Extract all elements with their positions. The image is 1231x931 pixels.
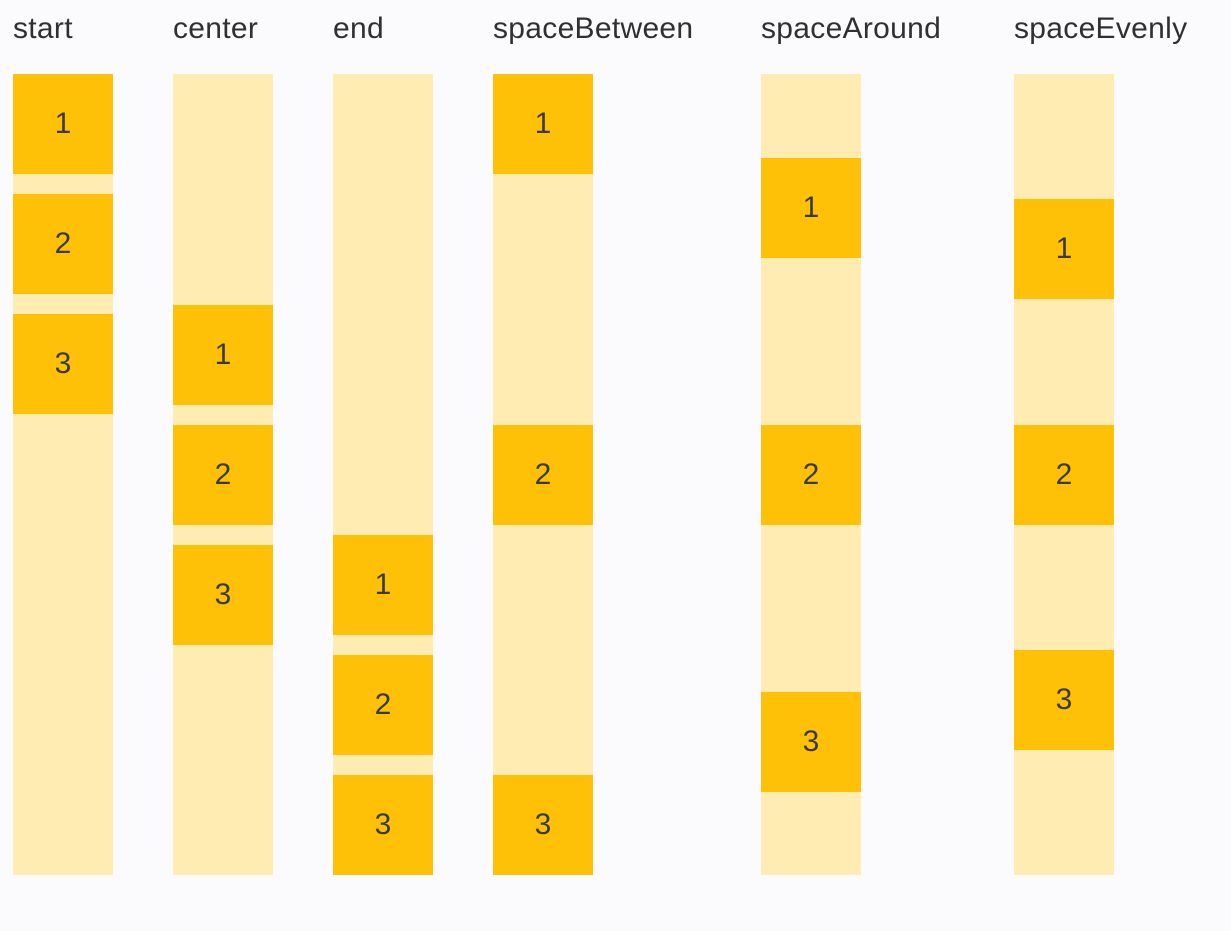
- alignment-demo-space-evenly: spaceEvenly 1 2 3: [1014, 10, 1194, 875]
- flex-box-3: 3: [173, 544, 273, 645]
- flex-box-2: 2: [13, 194, 113, 294]
- alignment-label-start: start: [13, 12, 73, 45]
- alignment-demo-center: center 1 2 3: [173, 10, 273, 875]
- flex-box-1: 1: [173, 304, 273, 405]
- flex-box-2: 2: [1014, 424, 1114, 525]
- flex-box-1: 1: [761, 157, 861, 258]
- flex-track-start: 1 2 3: [13, 74, 113, 875]
- alignment-label-center: center: [173, 12, 259, 45]
- flex-track-space-around: 1 2 3: [761, 74, 861, 875]
- flex-box-2: 2: [333, 655, 433, 755]
- flex-box-1: 1: [1014, 199, 1114, 300]
- alignment-label-space-between: spaceBetween: [493, 12, 694, 45]
- alignment-columns-row: start 1 2 3 center 1 2 3 end 1 2 3: [13, 10, 1231, 875]
- flex-box-3: 3: [1014, 649, 1114, 750]
- alignment-demo-space-around: spaceAround 1 2 3: [761, 10, 954, 875]
- alignment-demo-start: start 1 2 3: [13, 10, 113, 875]
- flex-box-1: 1: [13, 74, 113, 174]
- flex-box-3: 3: [493, 775, 593, 875]
- flex-box-1: 1: [333, 535, 433, 635]
- flex-box-3: 3: [13, 314, 113, 414]
- flex-box-3: 3: [333, 775, 433, 875]
- flex-box-2: 2: [493, 424, 593, 525]
- alignment-demo-space-between: spaceBetween 1 2 3: [493, 10, 701, 875]
- alignment-label-end: end: [333, 12, 384, 45]
- flex-box-2: 2: [761, 424, 861, 525]
- alignment-label-space-evenly: spaceEvenly: [1014, 12, 1188, 45]
- flex-box-1: 1: [493, 74, 593, 174]
- flex-box-3: 3: [761, 691, 861, 792]
- flex-track-center: 1 2 3: [173, 74, 273, 875]
- flex-box-2: 2: [173, 424, 273, 525]
- alignment-label-space-around: spaceAround: [761, 12, 942, 45]
- flex-track-end: 1 2 3: [333, 74, 433, 875]
- alignment-demo-end: end 1 2 3: [333, 10, 433, 875]
- flex-track-space-evenly: 1 2 3: [1014, 74, 1114, 875]
- flex-track-space-between: 1 2 3: [493, 74, 593, 875]
